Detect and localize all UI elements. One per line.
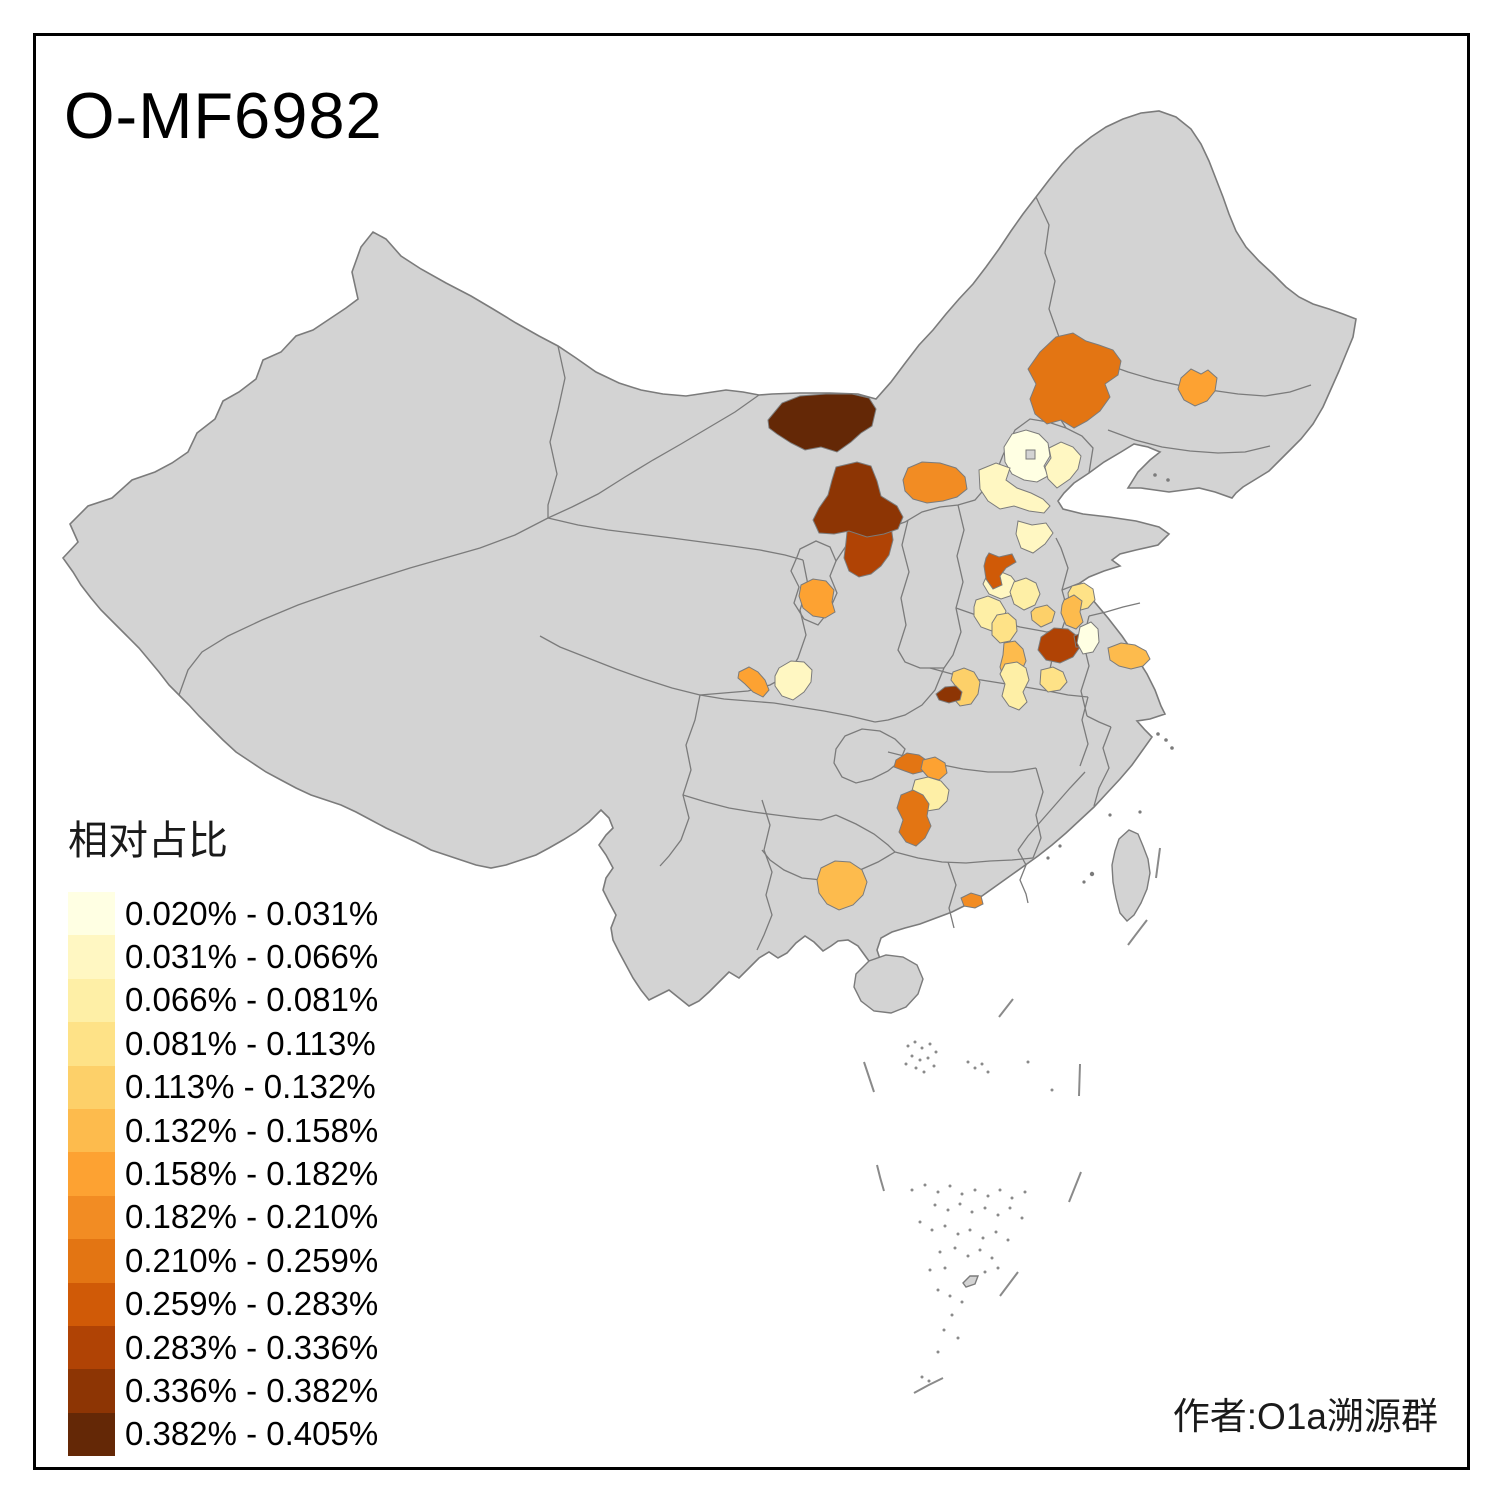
legend-swatch [68,978,115,1023]
map-region [1107,642,1151,670]
map-region [1037,627,1081,664]
legend-row: 0.259% - 0.283% [68,1282,379,1326]
south-china-sea-islands [904,1040,1054,1383]
legend-row: 0.020% - 0.031% [68,892,379,936]
legend-swatch [68,1022,115,1066]
map-region [935,685,963,704]
legend-range-label: 0.182% - 0.210% [125,1198,379,1236]
legend-row: 0.283% - 0.336% [68,1325,379,1370]
legend-row: 0.081% - 0.113% [68,1022,378,1066]
legend-range-label: 0.259% - 0.283% [125,1285,379,1323]
legend-row: 0.158% - 0.182% [68,1152,379,1196]
map-region [1076,621,1100,655]
map-region [816,860,868,911]
legend-swatch [68,935,115,979]
map-region [774,660,813,701]
map-region [1044,441,1082,489]
map-region [999,661,1030,711]
map-region [978,462,1051,514]
map-region [991,612,1018,644]
map-region [902,461,968,504]
map-region [812,461,904,538]
china-mainland [61,110,1357,1007]
legend-range-label: 0.336% - 0.382% [125,1371,379,1409]
legend-rows: 0.020% - 0.031% 0.031% - 0.066% 0.066% -… [68,892,379,1457]
map-region [798,578,836,619]
map-region [1030,604,1056,628]
map-region [920,756,948,781]
map-region [896,789,932,847]
legend-swatch [68,1325,115,1370]
legend-range-label: 0.081% - 0.113% [125,1024,376,1062]
legend: 相对占比 0.020% - 0.031% 0.031% - 0.066% 0.0… [68,808,379,1457]
legend-row: 0.113% - 0.132% [68,1065,378,1109]
legend-row: 0.210% - 0.259% [68,1239,379,1283]
legend-swatch [68,892,115,936]
legend-range-label: 0.020% - 0.031% [125,894,379,932]
province-borders [178,196,1312,951]
legend-range-label: 0.066% - 0.081% [125,981,379,1019]
legend-range-label: 0.382% - 0.405% [125,1415,379,1453]
map-region [1177,368,1218,407]
legend-swatch [68,1282,115,1326]
map-enclave [1025,449,1036,460]
legend-row: 0.066% - 0.081% [68,978,379,1023]
choropleth-regions [737,332,1218,911]
legend-swatch [68,1412,115,1457]
plot-border-frame [33,33,1470,1470]
legend-range-label: 0.158% - 0.182% [125,1155,379,1193]
legend-swatch [68,1195,115,1240]
map-region [960,892,984,909]
map-region [983,552,1017,590]
hainan-island [853,954,924,1014]
small-islet [962,1275,980,1288]
map-region [1015,520,1054,554]
map-region [767,393,877,453]
legend-swatch [68,1239,115,1283]
islands [853,829,1151,1288]
legend-row: 0.182% - 0.210% [68,1195,379,1240]
map-region [1009,577,1041,611]
coastal-islets [1046,473,1174,884]
legend-range-label: 0.283% - 0.336% [125,1328,379,1366]
legend-row: 0.031% - 0.066% [68,935,379,979]
legend-range-label: 0.132% - 0.158% [125,1111,379,1149]
map-region [1039,666,1068,693]
taiwan-island [1111,829,1151,922]
legend-swatch [68,1065,115,1109]
map-region [1060,594,1084,630]
legend-row: 0.132% - 0.158% [68,1108,379,1153]
legend-range-label: 0.113% - 0.132% [125,1068,376,1106]
legend-range-label: 0.210% - 0.259% [125,1241,379,1279]
legend-swatch [68,1108,115,1153]
map-region [1027,332,1122,429]
legend-row: 0.382% - 0.405% [68,1412,379,1457]
legend-title: 相对占比 [68,819,228,863]
map-region [737,666,770,698]
legend-swatch [68,1369,115,1413]
legend-range-label: 0.031% - 0.066% [125,938,379,976]
nine-dash-line [863,847,1161,1394]
page-title: O-MF6982 [64,79,383,152]
legend-row: 0.336% - 0.382% [68,1369,379,1413]
legend-swatch [68,1152,115,1196]
attribution-text: 作者:O1a溯源群 [1172,1396,1438,1437]
